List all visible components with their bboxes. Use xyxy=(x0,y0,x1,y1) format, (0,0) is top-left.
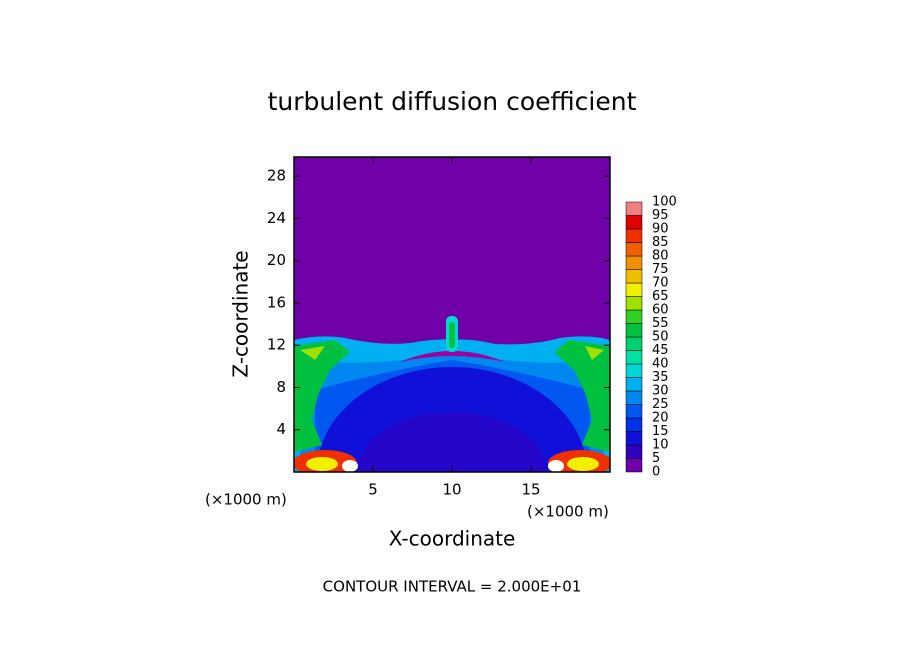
colorbar-swatch xyxy=(625,269,643,284)
colorbar-swatch xyxy=(625,350,643,365)
colorbar-swatch xyxy=(625,377,643,392)
colorbar-label: 50 xyxy=(652,330,669,345)
colorbar-label: 5 xyxy=(652,451,660,466)
colorbar-swatch xyxy=(625,323,643,338)
colorbar-swatch xyxy=(625,363,643,378)
contour-field xyxy=(294,157,610,472)
colorbar-label: 80 xyxy=(652,249,669,264)
chart-title: turbulent diffusion coefficient xyxy=(268,87,637,116)
y-tick-label: 20 xyxy=(267,251,286,269)
colorbar-swatch xyxy=(625,282,643,297)
colorbar-swatch xyxy=(625,431,643,446)
colorbar-swatch xyxy=(625,255,643,270)
colorbar-label: 10 xyxy=(652,438,669,453)
x-tick-label: 15 xyxy=(521,481,540,499)
colorbar-label: 55 xyxy=(652,316,669,331)
colorbar-label: 40 xyxy=(652,357,669,372)
colorbar-label: 60 xyxy=(652,303,669,318)
colorbar-swatch xyxy=(625,309,643,324)
colorbar-label: 75 xyxy=(652,262,669,277)
y-tick-label: 12 xyxy=(267,336,286,354)
colorbar-label: 90 xyxy=(652,222,669,237)
y-axis-label: Z-coordinate xyxy=(229,250,253,377)
y-tick-label: 4 xyxy=(276,420,286,438)
colorbar-label: 85 xyxy=(652,235,669,250)
colorbar-swatch xyxy=(625,201,643,216)
y-tick-label: 16 xyxy=(267,293,286,311)
colorbar-label: 45 xyxy=(652,343,669,358)
y-tick-label: 8 xyxy=(276,378,286,396)
colorbar-swatch xyxy=(625,228,643,243)
colorbar-swatch xyxy=(625,404,643,419)
colorbar-swatch xyxy=(625,390,643,405)
colorbar-label: 0 xyxy=(652,465,660,480)
colorbar-swatch xyxy=(625,444,643,459)
colorbar-swatch xyxy=(625,296,643,311)
colorbar-swatch xyxy=(625,417,643,432)
colorbar-label: 95 xyxy=(652,208,669,223)
footer: CONTOUR INTERVAL = 2.000E+01 xyxy=(323,578,582,596)
y-unit: (×1000 m) xyxy=(205,491,287,509)
y-tick-label: 24 xyxy=(267,209,286,227)
colorbar-label: 65 xyxy=(652,289,669,304)
colorbar-swatch xyxy=(625,242,643,257)
y-tick-label: 28 xyxy=(267,167,286,185)
colorbar-swatch xyxy=(625,336,643,351)
colorbar-swatch xyxy=(625,215,643,230)
colorbar-label: 20 xyxy=(652,411,669,426)
colorbar-label: 25 xyxy=(652,397,669,412)
x-axis-label: X-coordinate xyxy=(389,527,516,551)
colorbar-label: 35 xyxy=(652,370,669,385)
x-unit: (×1000 m) xyxy=(527,503,609,521)
colorbar-label: 30 xyxy=(652,384,669,399)
x-tick-label: 10 xyxy=(442,481,461,499)
colorbar-label: 70 xyxy=(652,276,669,291)
colorbar-label: 15 xyxy=(652,424,669,439)
colorbar-label: 100 xyxy=(652,195,677,210)
x-tick-label: 5 xyxy=(368,481,378,499)
colorbar-swatch xyxy=(625,458,643,473)
